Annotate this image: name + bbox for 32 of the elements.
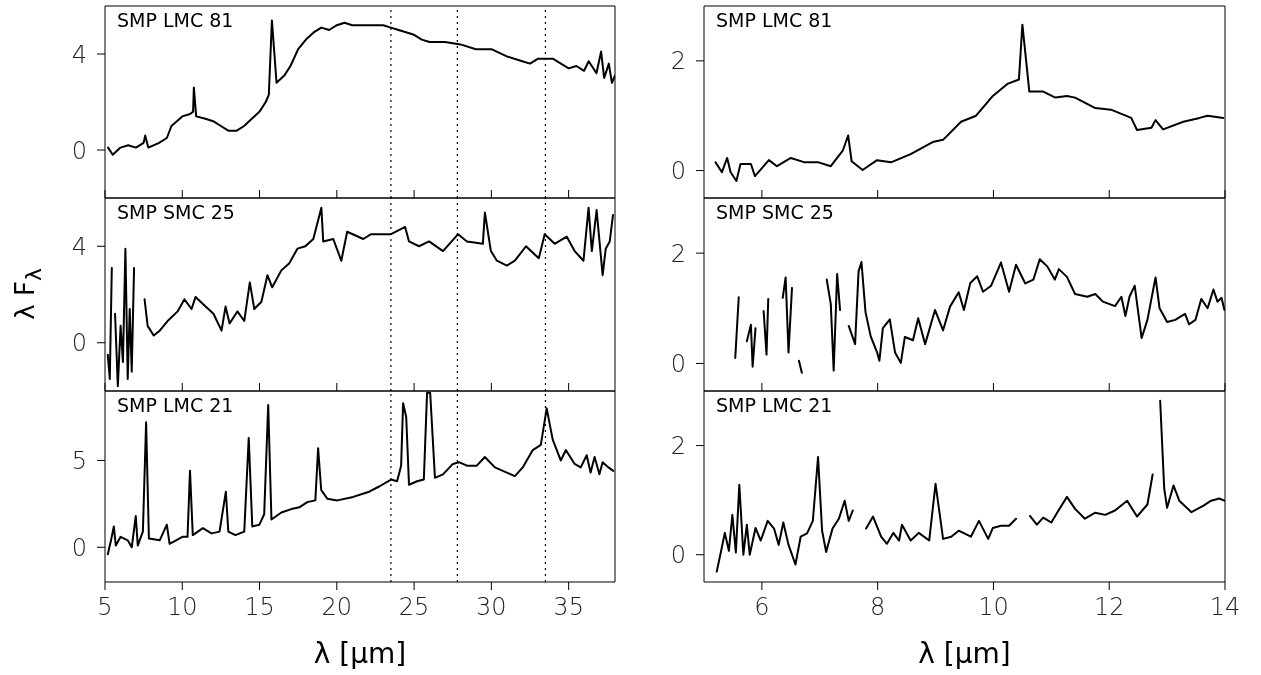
y-tick-label: 2 — [670, 47, 686, 76]
y-tick-label: 2 — [670, 239, 686, 268]
chart-title: SMP SMC 25 — [716, 201, 834, 223]
chart-title: SMP LMC 21 — [117, 394, 234, 416]
x-tick-label: 12 — [1093, 593, 1125, 622]
x-tick-label: 30 — [476, 593, 507, 622]
y-tick-label: 2 — [670, 432, 686, 461]
x-axis-title: λ [μm] — [313, 637, 407, 670]
x-axis-title: λ [μm] — [918, 637, 1011, 670]
x-tick-label: 10 — [167, 593, 198, 622]
x-tick-label: 6 — [754, 593, 770, 622]
chart-title: SMP SMC 25 — [117, 201, 235, 223]
x-tick-label: 14 — [1209, 593, 1241, 622]
chart-title: SMP LMC 81 — [117, 9, 234, 31]
y-tick-label: 0 — [670, 157, 686, 186]
y-tick-label: 0 — [71, 533, 87, 562]
x-tick-label: 8 — [870, 593, 886, 622]
chart-title: SMP LMC 21 — [716, 394, 833, 416]
x-tick-label: 15 — [244, 593, 275, 622]
x-tick-label: 20 — [321, 593, 353, 622]
y-tick-label: 4 — [71, 40, 87, 69]
y-tick-label: 0 — [670, 349, 686, 378]
x-tick-label: 5 — [97, 593, 113, 622]
y-tick-label: 5 — [71, 446, 87, 475]
x-tick-label: 35 — [553, 593, 584, 622]
x-tick-label: 10 — [978, 593, 1009, 622]
y-tick-label: 0 — [71, 329, 87, 358]
x-tick-label: 25 — [398, 593, 430, 622]
chart-title: SMP LMC 81 — [716, 9, 833, 31]
y-tick-label: 4 — [71, 232, 87, 261]
y-tick-label: 0 — [670, 541, 686, 570]
y-tick-label: 0 — [71, 136, 87, 165]
